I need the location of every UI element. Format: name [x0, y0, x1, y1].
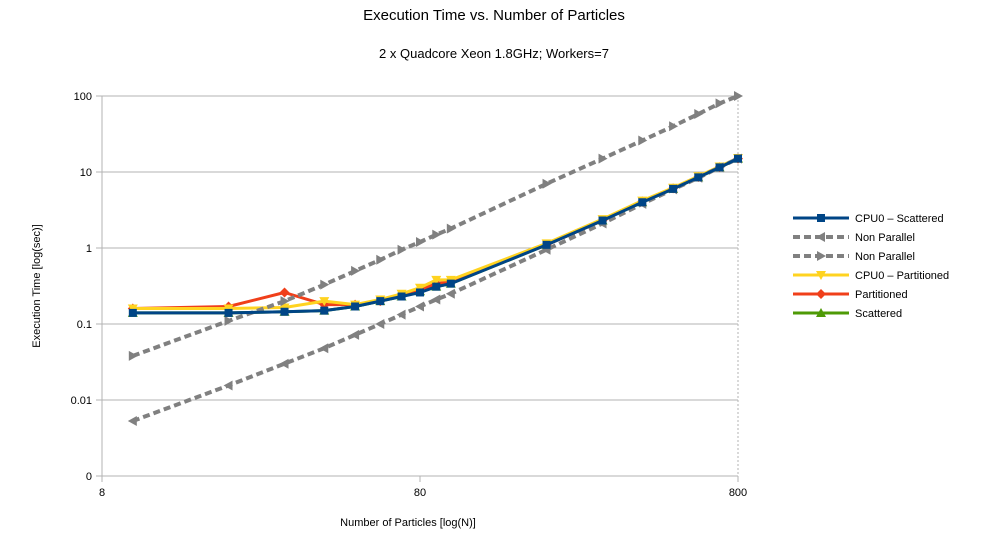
- chart-title: Execution Time vs. Number of Particles: [363, 7, 625, 24]
- data-point: [715, 98, 725, 109]
- data-point: [431, 294, 441, 305]
- legend-label: CPU0 – Partitioned: [855, 270, 949, 282]
- legend-marker: [816, 232, 825, 242]
- data-point: [669, 184, 678, 193]
- data-point: [397, 292, 406, 301]
- data-point: [446, 223, 456, 234]
- data-point: [319, 343, 329, 354]
- legend-marker: [816, 308, 826, 317]
- data-point: [734, 91, 743, 101]
- data-point: [376, 254, 386, 265]
- y-axis-label: Execution Time [log(sec)]: [31, 224, 43, 348]
- series-5: [128, 154, 742, 317]
- data-point: [223, 380, 233, 391]
- legend-item: Non Parallel: [793, 232, 915, 244]
- data-point: [279, 358, 289, 369]
- y-tick-label: 1: [86, 243, 92, 255]
- data-point: [319, 297, 330, 307]
- data-point: [638, 135, 648, 146]
- data-point: [415, 283, 425, 293]
- data-point: [350, 329, 360, 340]
- data-point: [638, 198, 647, 207]
- legend-item: Scattered: [793, 308, 902, 320]
- data-point: [445, 288, 455, 299]
- data-point: [376, 297, 385, 306]
- data-point: [320, 306, 329, 315]
- y-tick-label: 0.01: [71, 395, 92, 407]
- data-point: [669, 121, 679, 132]
- data-point: [397, 244, 407, 255]
- data-point: [432, 282, 441, 291]
- legend-item: Non Parallel: [793, 251, 915, 263]
- data-point: [320, 279, 330, 290]
- legend-item: CPU0 – Scattered: [793, 213, 944, 225]
- data-point: [542, 240, 551, 249]
- data-point: [715, 163, 724, 172]
- x-tick-label: 8: [99, 487, 105, 499]
- data-point: [351, 302, 360, 311]
- data-point: [224, 315, 234, 326]
- y-tick-label: 100: [74, 91, 92, 103]
- chart-subtitle: 2 x Quadcore Xeon 1.8GHz; Workers=7: [379, 46, 609, 61]
- legend-label: Non Parallel: [855, 251, 915, 263]
- x-axis-label: Number of Particles [log(N)]: [340, 517, 476, 529]
- legend-label: Non Parallel: [855, 232, 915, 244]
- data-point: [446, 279, 455, 288]
- legend-marker: [816, 289, 826, 299]
- data-point: [734, 154, 742, 163]
- x-tick-label: 80: [414, 487, 426, 499]
- legend-item: Partitioned: [793, 289, 908, 301]
- y-tick-label: 0: [86, 471, 92, 483]
- data-point: [280, 296, 290, 307]
- series-line: [132, 94, 739, 358]
- data-point: [542, 178, 552, 189]
- y-tick-label: 0.1: [77, 319, 92, 331]
- legend-marker: [816, 271, 826, 280]
- tick-labels: 0 0.01 0.1 1 10 100 8 80 800: [71, 91, 748, 499]
- data-point: [416, 236, 425, 247]
- legend-label: Scattered: [855, 308, 902, 320]
- y-tick-label: 10: [80, 167, 92, 179]
- data-point: [128, 308, 137, 317]
- data-point: [375, 319, 385, 329]
- data-point: [598, 153, 608, 164]
- legend-label: Partitioned: [855, 289, 908, 301]
- legend-label: CPU0 – Scattered: [855, 213, 944, 225]
- legend: CPU0 – Scattered Non Parallel Non Parallel…: [793, 213, 949, 320]
- data-point: [224, 308, 233, 317]
- plot-area: [127, 91, 743, 426]
- data-point: [432, 229, 442, 240]
- data-point: [280, 307, 289, 316]
- data-point: [127, 415, 137, 426]
- series-3: [128, 91, 743, 361]
- data-point: [694, 173, 703, 182]
- data-point: [415, 301, 424, 312]
- data-point: [598, 216, 607, 225]
- data-point: [279, 287, 290, 298]
- data-point: [431, 275, 442, 285]
- legend-marker: [817, 214, 825, 222]
- data-point: [128, 350, 138, 361]
- legend-item: CPU0 – Partitioned: [793, 270, 949, 282]
- data-point: [351, 265, 361, 276]
- data-point: [396, 309, 406, 320]
- axes: [96, 95, 739, 482]
- data-point: [694, 108, 704, 119]
- x-tick-label: 800: [729, 487, 747, 499]
- data-point: [416, 288, 424, 297]
- legend-marker: [817, 251, 826, 261]
